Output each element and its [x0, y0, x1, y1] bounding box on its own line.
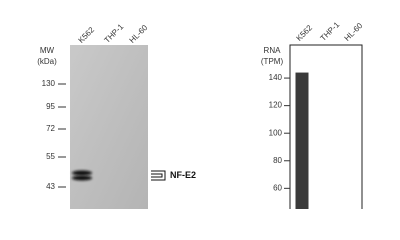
mw-marker: 72: [46, 124, 55, 133]
lane-label: THP-1: [103, 22, 126, 45]
y-tick-label: 80: [273, 156, 282, 165]
mw-marker: 43: [46, 182, 55, 191]
lane-label: K562: [77, 25, 97, 45]
mw-marker: 95: [46, 102, 55, 111]
y-tick-label: 100: [269, 128, 283, 137]
y-tick-label: 140: [269, 73, 283, 82]
band-label: NF-E2: [170, 170, 196, 180]
y-tick-label: 60: [273, 183, 282, 192]
x-tick-label: HL-60: [343, 21, 365, 43]
bar: [295, 72, 309, 209]
x-tick-label: THP-1: [319, 20, 342, 43]
mw-label: MW: [40, 46, 55, 55]
band: [72, 170, 92, 176]
plot-frame: [289, 44, 363, 209]
y-axis-label: RNA: [264, 46, 282, 55]
band: [72, 175, 92, 181]
y-tick-label: 120: [269, 101, 283, 110]
y-axis-label: (TPM): [261, 57, 284, 66]
x-tick-label: K562: [295, 23, 315, 43]
band-bracket: [151, 170, 166, 181]
figure: NF-E2 MW (kDa) RNA (TPM) K562 THP-1 HL-601…: [37, 20, 365, 209]
mw-marker: 130: [42, 79, 56, 88]
lane-label: HL-60: [128, 23, 150, 45]
mw-label: (kDa): [37, 57, 57, 66]
blot-membrane: [70, 45, 148, 209]
mw-marker: 55: [46, 152, 55, 161]
